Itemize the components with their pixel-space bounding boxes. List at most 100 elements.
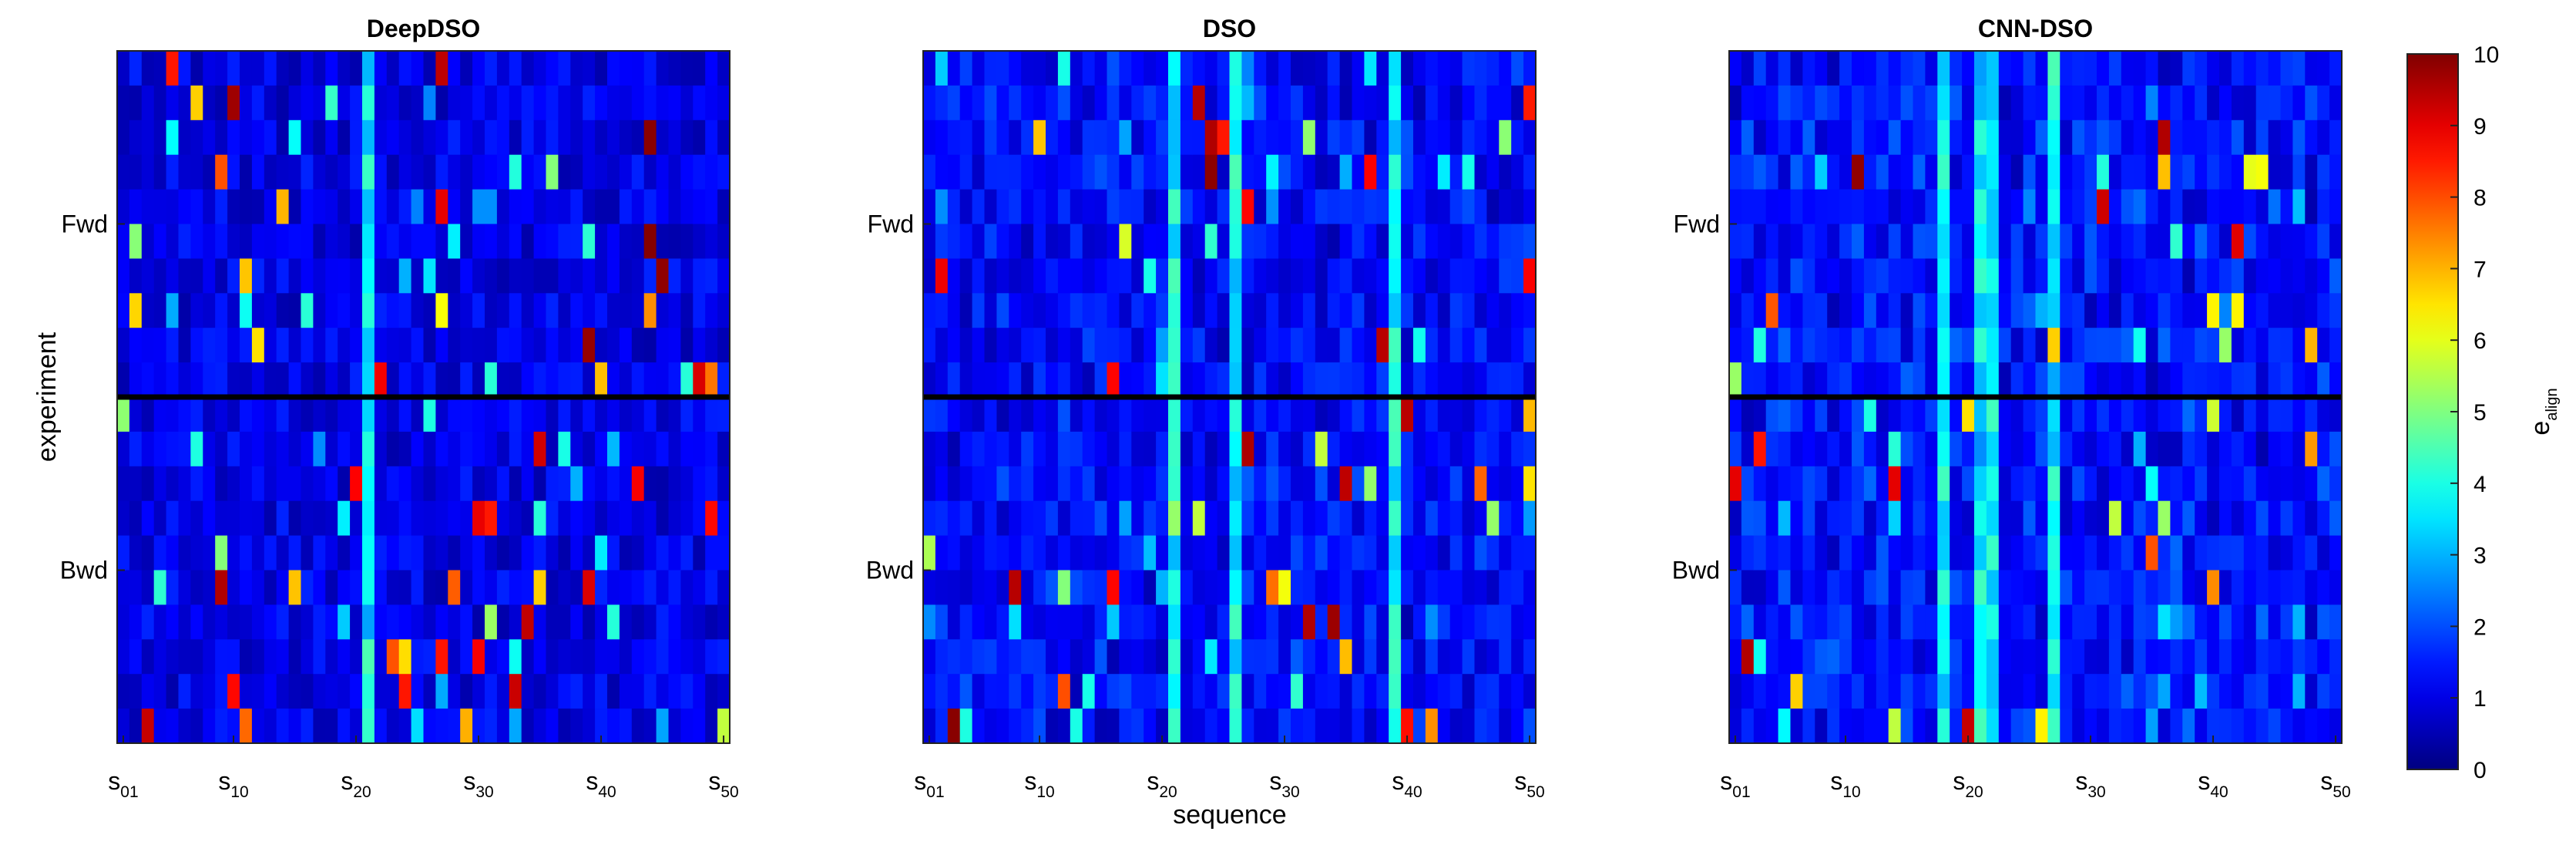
- heatmap-cell: [2170, 431, 2183, 467]
- heatmap-cell: [947, 466, 961, 502]
- heatmap-cell: [2084, 431, 2097, 467]
- heatmap-cell: [558, 154, 571, 190]
- heatmap-cell: [423, 362, 436, 398]
- heatmap-cell: [1474, 709, 1487, 744]
- heatmap-cell: [1033, 293, 1046, 328]
- heatmap-cell: [2047, 431, 2060, 467]
- heatmap-cell: [509, 119, 522, 156]
- heatmap-cell: [923, 709, 936, 744]
- heatmap-cell: [1364, 362, 1377, 398]
- heatmap-cell: [1888, 500, 1902, 537]
- heatmap-cell: [1376, 639, 1389, 675]
- heatmap-cell: [1082, 154, 1096, 190]
- heatmap-cell: [2231, 466, 2245, 502]
- heatmap-cell: [288, 604, 302, 640]
- heatmap-cell: [398, 85, 412, 121]
- heatmap-cell: [2219, 639, 2232, 675]
- heatmap-cell: [1082, 570, 1096, 605]
- heatmap-cell: [288, 397, 302, 433]
- heatmap-cell: [2145, 119, 2159, 156]
- heatmap-cell: [705, 362, 718, 398]
- heatmap-cell: [533, 500, 547, 537]
- heatmap-cell: [1876, 709, 1889, 744]
- heatmap-cell: [533, 85, 547, 121]
- heatmap-cell: [1486, 224, 1500, 259]
- heatmap-cell: [2207, 328, 2220, 363]
- heatmap-cell: [2097, 397, 2110, 433]
- heatmap-cell: [1753, 189, 1767, 225]
- heatmap-cell: [1046, 466, 1059, 502]
- heatmap-cell: [935, 224, 949, 259]
- heatmap-cell: [1986, 639, 2000, 675]
- heatmap-cell: [1180, 604, 1194, 640]
- heatmap-cell: [288, 293, 302, 328]
- heatmap-cell: [1327, 535, 1341, 571]
- heatmap-cell: [1729, 466, 1742, 502]
- heatmap-cell: [240, 362, 253, 398]
- heatmap-cell: [362, 709, 375, 744]
- heatmap-cell: [1888, 639, 1902, 675]
- heatmap-cell: [1511, 639, 1524, 675]
- heatmap-cell: [546, 85, 559, 121]
- heatmap-cell: [959, 604, 973, 640]
- heatmap-cell: [1974, 328, 1987, 363]
- heatmap-cell: [1437, 85, 1451, 121]
- heatmap-cell: [227, 189, 240, 225]
- heatmap-cell: [215, 119, 228, 156]
- heatmap-cell: [1437, 431, 1451, 467]
- heatmap-cell: [2231, 431, 2245, 467]
- heatmap-cell: [1437, 51, 1451, 86]
- heatmap-cell: [1986, 709, 2000, 744]
- heatmap-cell: [1962, 362, 1975, 398]
- heatmap-cell: [2207, 293, 2220, 328]
- heatmap-cell: [1021, 189, 1034, 225]
- heatmap-cell: [338, 154, 351, 190]
- heatmap-cell: [1241, 431, 1254, 467]
- heatmap-cell: [1950, 119, 1963, 156]
- heatmap-cell: [1474, 674, 1487, 709]
- heatmap-cell: [705, 535, 718, 571]
- heatmap-cell: [533, 328, 547, 363]
- heatmap-cell: [717, 362, 730, 398]
- heatmap-cell: [1254, 189, 1267, 225]
- heatmap-cell: [251, 189, 265, 225]
- heatmap-cell: [251, 466, 265, 502]
- heatmap-cell: [996, 639, 1009, 675]
- heatmap-cell: [2292, 709, 2306, 744]
- colorbar-label: ealign: [2526, 388, 2561, 435]
- heatmap-cell: [153, 535, 167, 571]
- heatmap-cell: [141, 431, 155, 467]
- heatmap-cell: [1217, 258, 1231, 294]
- heatmap-cell: [1486, 189, 1500, 225]
- heatmap-cell: [1974, 154, 1987, 190]
- heatmap-cell: [117, 535, 130, 571]
- heatmap-cell: [178, 85, 191, 121]
- heatmap-cell: [2207, 51, 2220, 86]
- heatmap-cell: [240, 639, 253, 675]
- heatmap-cell: [1352, 709, 1365, 744]
- heatmap-cells: [117, 51, 730, 744]
- heatmap-cell: [1033, 119, 1046, 156]
- heatmap-cell: [1315, 119, 1328, 156]
- heatmap-cell: [1180, 535, 1194, 571]
- heatmap-cell: [1217, 466, 1231, 502]
- heatmap-cell: [583, 328, 596, 363]
- heatmap-cell: [1523, 51, 1537, 86]
- heatmap-cell: [1352, 535, 1365, 571]
- heatmap-cell: [607, 328, 620, 363]
- heatmap-cell: [2305, 709, 2318, 744]
- heatmap-cell: [923, 431, 936, 467]
- heatmap-cell: [1082, 397, 1096, 433]
- heatmap-cell: [996, 293, 1009, 328]
- heatmap-cell: [1364, 604, 1377, 640]
- heatmap-cell: [1741, 639, 1755, 675]
- heatmap-cell: [2231, 328, 2245, 363]
- heatmap-cell: [2035, 674, 2048, 709]
- heatmap-cell: [386, 397, 400, 433]
- heatmap-cell: [2280, 674, 2293, 709]
- heatmap-cell: [1913, 293, 1926, 328]
- heatmap-cell: [1474, 362, 1487, 398]
- heatmap-cell: [2060, 51, 2073, 86]
- heatmap-cell: [2207, 639, 2220, 675]
- heatmap-cell: [117, 154, 130, 190]
